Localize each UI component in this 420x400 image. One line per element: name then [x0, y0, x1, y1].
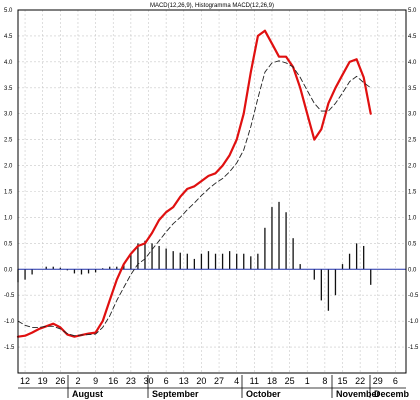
y-tick-label-left: 2.5: [4, 138, 13, 144]
y-tick-label-right: 4.0: [408, 60, 417, 66]
x-tick-label: 30: [144, 376, 154, 386]
y-tick-label-right: -1.0: [408, 319, 419, 325]
y-tick-label-left: 2.0: [4, 164, 13, 170]
y-tick-label-right: 5.0: [408, 8, 417, 14]
x-tick-label: 20: [196, 376, 206, 386]
y-tick-label-right: 1.0: [408, 215, 417, 221]
month-label: September: [152, 389, 199, 399]
y-tick-label-right: 0.5: [408, 241, 417, 247]
x-tick-label: 11: [250, 376, 259, 386]
chart-title: MACD(12,26,9), Histogramma MACD(12,26,9): [150, 3, 274, 9]
x-tick-label: 12: [20, 376, 30, 386]
y-tick-label-left: 4.0: [4, 60, 13, 66]
x-tick-label: 27: [214, 376, 224, 386]
y-tick-label-right: 4.5: [408, 34, 417, 40]
y-tick-label-left: 5.0: [4, 8, 13, 14]
x-tick-label: 25: [285, 376, 295, 386]
x-tick-label: 8: [322, 376, 327, 386]
y-tick-label-left: 1.5: [4, 190, 13, 196]
y-tick-label-right: 3.0: [408, 112, 417, 118]
y-axis-labels: 5.0 5.0 4.5 4.5 4.0 4.0 3.5 3.5 3.0 3.0 2.5 2.5 2.0 2…: [4, 8, 419, 351]
y-tick-label-right: -0.5: [408, 293, 419, 299]
month-label: Decemb: [374, 389, 410, 399]
x-tick-label: 23: [126, 376, 136, 386]
grid-lines: [18, 9, 406, 373]
x-tick-label: 19: [38, 376, 48, 386]
histogram-bars: [17, 201, 372, 311]
x-tick-label: 6: [393, 376, 398, 386]
plot-frame: [17, 9, 407, 374]
y-tick-label-right: 2.5: [408, 138, 417, 144]
month-label: October: [246, 389, 281, 399]
y-tick-label-right: 2.0: [408, 164, 417, 170]
y-tick-label-left: -1.0: [4, 319, 15, 325]
month-label: August: [72, 389, 103, 399]
x-tick-label: 4: [234, 376, 239, 386]
x-tick-label: 26: [55, 376, 65, 386]
x-tick-label: 15: [338, 376, 348, 386]
x-tick-label: 13: [179, 376, 189, 386]
x-tick-label: 22: [355, 376, 365, 386]
y-tick-label-right: -1.5: [408, 345, 419, 351]
y-tick-label-right: 0.0: [408, 267, 417, 273]
x-tick-label: 6: [164, 376, 169, 386]
y-tick-label-right: 1.5: [408, 190, 417, 196]
macd-line: [16, 29, 372, 338]
x-tick-label: 29: [373, 376, 383, 386]
y-tick-label-left: 1.0: [4, 215, 13, 221]
y-tick-label-left: -0.5: [4, 293, 15, 299]
x-tick-label: 18: [267, 376, 277, 386]
month-label: November: [336, 389, 381, 399]
y-tick-label-left: 4.5: [4, 34, 13, 40]
signal-line: [17, 60, 372, 337]
x-tick-label: 1: [305, 376, 310, 386]
y-tick-label-left: -1.5: [4, 345, 15, 351]
macd-lines: [16, 29, 372, 338]
x-tick-label: 9: [93, 376, 98, 386]
y-tick-label-left: 0.5: [4, 241, 13, 247]
y-tick-label-right: 3.5: [408, 86, 417, 92]
y-tick-label-left: 0.0: [4, 267, 13, 273]
y-tick-label-left: 3.0: [4, 112, 13, 118]
x-tick-label: 16: [108, 376, 118, 386]
x-axis: 12 19 26 2 9 16 23 30 6 13 20 27 4 11 18 25 1 8 15 22 29 6Aug…: [18, 375, 410, 399]
y-tick-label-left: 3.5: [4, 86, 13, 92]
x-tick-label: 2: [75, 376, 80, 386]
